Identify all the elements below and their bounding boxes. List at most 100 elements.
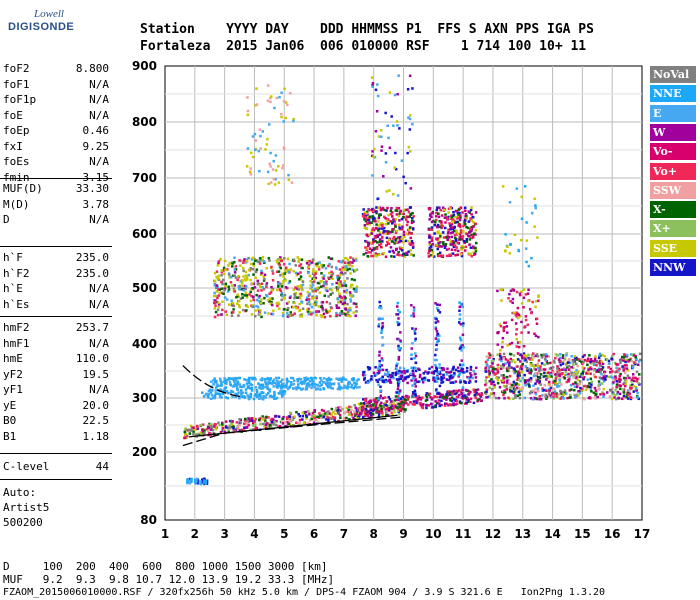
echo-point bbox=[281, 389, 285, 393]
echo-point bbox=[428, 218, 431, 221]
echo-point bbox=[502, 384, 506, 388]
echo-point bbox=[445, 373, 449, 376]
param-foep: foEp 0.46 bbox=[3, 124, 109, 139]
echo-point bbox=[239, 297, 243, 300]
echo-point bbox=[223, 287, 227, 290]
echo-point bbox=[402, 212, 405, 216]
echo-point bbox=[214, 304, 217, 307]
echo-point bbox=[434, 321, 438, 324]
echo-point bbox=[336, 409, 340, 412]
param-value: 20.0 bbox=[82, 398, 110, 412]
echo-point bbox=[297, 422, 301, 425]
echo-point bbox=[209, 397, 213, 401]
echo-point bbox=[466, 389, 469, 392]
echo-point bbox=[471, 234, 475, 237]
echo-point bbox=[251, 305, 254, 309]
echo-point bbox=[464, 381, 467, 384]
echo-point bbox=[368, 366, 372, 370]
echo-point bbox=[215, 270, 219, 273]
echo-point bbox=[575, 356, 578, 360]
echo-point bbox=[341, 407, 344, 411]
echo-point bbox=[615, 366, 618, 370]
echo-point bbox=[488, 394, 491, 398]
echo-point bbox=[335, 313, 339, 317]
echo-point bbox=[264, 419, 267, 422]
echo-point bbox=[193, 428, 197, 431]
echo-point bbox=[314, 376, 317, 380]
echo-point bbox=[270, 265, 273, 269]
echo-point bbox=[529, 311, 533, 315]
echo-point bbox=[242, 261, 245, 265]
echo-point bbox=[516, 394, 520, 398]
param-value: N/A bbox=[89, 93, 109, 106]
echo-point bbox=[498, 354, 502, 358]
echo-point bbox=[363, 373, 367, 377]
echo-point bbox=[216, 285, 219, 289]
echo-point bbox=[452, 373, 455, 377]
echo-point bbox=[500, 359, 503, 363]
echo-point bbox=[209, 423, 213, 426]
echo-point bbox=[346, 384, 350, 387]
echo-point bbox=[516, 341, 520, 344]
echo-point bbox=[367, 244, 370, 248]
echo-point bbox=[237, 314, 240, 317]
echo-point bbox=[412, 372, 415, 375]
echo-point bbox=[213, 291, 216, 295]
echo-point bbox=[360, 405, 364, 409]
echo-point bbox=[376, 407, 379, 410]
echo-point bbox=[217, 260, 221, 263]
echo-point bbox=[280, 115, 283, 119]
echo-point bbox=[225, 298, 229, 301]
y-tick-label: 900 bbox=[132, 59, 157, 73]
echo-point bbox=[394, 223, 397, 226]
echo-point bbox=[207, 424, 210, 427]
echo-point bbox=[435, 369, 438, 373]
echo-point bbox=[438, 395, 442, 399]
echo-point bbox=[496, 289, 499, 293]
echo-point bbox=[257, 149, 260, 153]
echo-point bbox=[311, 283, 315, 287]
echo-point bbox=[358, 385, 361, 389]
echo-point bbox=[345, 291, 348, 294]
echo-point bbox=[505, 388, 509, 391]
echo-point bbox=[463, 241, 467, 245]
echo-point bbox=[454, 215, 457, 219]
echo-point bbox=[286, 257, 290, 261]
echo-point bbox=[601, 366, 605, 369]
echo-point bbox=[467, 390, 471, 393]
echo-point bbox=[454, 392, 457, 396]
echo-point bbox=[439, 372, 442, 376]
echo-point bbox=[255, 298, 259, 302]
echo-point bbox=[550, 395, 554, 399]
echo-point bbox=[447, 215, 450, 219]
echo-point bbox=[496, 371, 500, 374]
echo-point bbox=[434, 363, 437, 367]
echo-point bbox=[403, 235, 406, 239]
echo-point bbox=[312, 311, 315, 315]
param-b1: B1 1.18 bbox=[3, 430, 109, 445]
echo-point bbox=[418, 375, 422, 379]
echo-point bbox=[218, 423, 221, 427]
echo-point bbox=[350, 415, 354, 419]
echo-point bbox=[509, 389, 512, 392]
echo-point bbox=[290, 181, 294, 184]
echo-point bbox=[372, 240, 375, 244]
echo-point bbox=[349, 256, 352, 259]
echo-point bbox=[267, 182, 270, 186]
echo-point bbox=[434, 215, 438, 218]
echo-point bbox=[304, 410, 308, 414]
echo-point bbox=[301, 266, 304, 270]
echo-point bbox=[307, 377, 310, 381]
echo-point bbox=[437, 215, 441, 219]
echo-point bbox=[589, 360, 592, 364]
echo-point bbox=[436, 252, 440, 256]
echo-point bbox=[226, 396, 230, 400]
echo-point bbox=[498, 358, 502, 361]
echo-point bbox=[269, 291, 273, 294]
echo-point bbox=[410, 232, 413, 235]
echo-point bbox=[282, 392, 285, 396]
echo-point bbox=[396, 337, 399, 341]
echo-point bbox=[476, 388, 480, 391]
echo-point bbox=[302, 421, 306, 425]
param-key: h`F2 bbox=[3, 266, 30, 280]
